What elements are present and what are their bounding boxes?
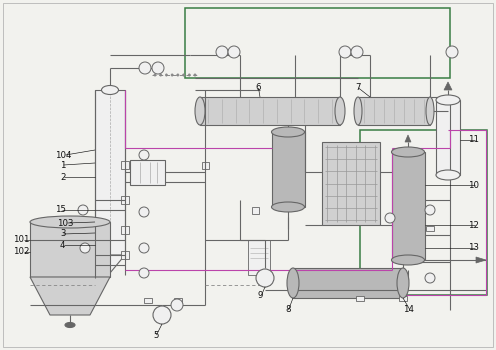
Bar [174,298,182,303]
Bar [293,268,403,298]
Circle shape [351,46,363,58]
Circle shape [183,74,185,76]
Circle shape [139,243,149,253]
Circle shape [177,74,179,76]
Ellipse shape [391,147,425,157]
Bar [272,132,305,207]
Text: 7: 7 [355,84,361,92]
Text: 12: 12 [468,220,479,230]
Circle shape [152,62,164,74]
Text: 104: 104 [55,150,71,160]
Polygon shape [95,255,125,273]
Ellipse shape [102,85,119,94]
Bar [248,240,270,275]
Text: 3: 3 [60,230,65,238]
Bar [144,298,152,303]
Text: 6: 6 [255,84,260,92]
Ellipse shape [30,216,110,228]
Circle shape [80,243,90,253]
Text: 13: 13 [468,244,479,252]
Circle shape [154,74,156,76]
Bar [252,207,259,214]
Circle shape [216,46,228,58]
Text: 10: 10 [468,181,479,189]
Ellipse shape [397,268,409,298]
Text: 5: 5 [153,330,159,340]
Ellipse shape [271,127,305,137]
Ellipse shape [271,202,305,212]
Bar [426,226,434,231]
Circle shape [425,273,435,283]
Bar [356,296,364,301]
Polygon shape [405,135,411,142]
Ellipse shape [195,97,205,125]
Bar [322,142,380,225]
Bar [95,90,125,255]
Circle shape [153,306,171,324]
Circle shape [171,299,183,311]
Circle shape [160,74,162,76]
Text: 1: 1 [60,161,65,169]
Circle shape [446,46,458,58]
Bar [358,97,430,125]
Polygon shape [155,307,169,323]
Ellipse shape [65,322,75,328]
Text: 9: 9 [258,290,263,300]
Circle shape [385,213,395,223]
Circle shape [171,74,173,76]
Circle shape [425,205,435,215]
Text: 14: 14 [403,306,414,315]
Text: 4: 4 [60,240,65,250]
Circle shape [256,269,274,287]
Ellipse shape [426,97,434,125]
Polygon shape [444,82,452,90]
Bar [202,162,209,169]
Bar [30,222,110,277]
Bar [392,152,425,260]
Bar [185,8,450,78]
Circle shape [139,62,151,74]
Text: 8: 8 [285,306,291,315]
Ellipse shape [287,268,299,298]
Text: 11: 11 [468,135,479,145]
Bar [436,100,460,175]
Polygon shape [476,257,486,263]
Circle shape [78,205,88,215]
Circle shape [165,74,168,76]
Circle shape [188,74,190,76]
Circle shape [194,74,196,76]
Text: 102: 102 [13,247,29,257]
Circle shape [139,207,149,217]
Bar [121,251,129,259]
Polygon shape [30,277,110,315]
Text: 101: 101 [13,236,29,245]
Bar [121,161,129,169]
Bar [399,296,407,301]
Bar [200,97,340,125]
Ellipse shape [354,97,362,125]
Bar [360,130,487,295]
Text: 2: 2 [60,173,65,182]
Bar [130,160,165,185]
Circle shape [339,46,351,58]
Ellipse shape [335,97,345,125]
Bar [121,196,129,204]
Ellipse shape [436,170,460,180]
Bar [121,226,129,234]
Ellipse shape [436,95,460,105]
Circle shape [139,150,149,160]
Text: 15: 15 [55,205,66,215]
Circle shape [139,268,149,278]
Circle shape [228,46,240,58]
Text: 103: 103 [57,218,73,228]
Ellipse shape [391,255,425,265]
